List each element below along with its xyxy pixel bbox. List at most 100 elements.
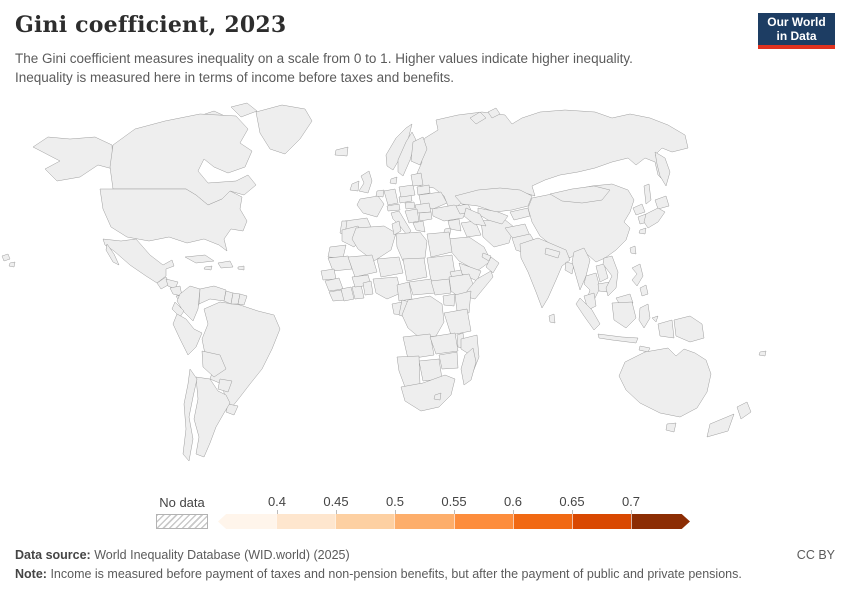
region-senegal[interactable] — [320, 268, 337, 281]
region-south-africa[interactable] — [400, 374, 456, 412]
region-indonesia[interactable] — [575, 297, 601, 331]
region-taiwan[interactable] — [629, 245, 637, 255]
region-papua-new-guinea[interactable] — [673, 315, 705, 343]
region-japan[interactable] — [638, 227, 647, 235]
region-belarus[interactable] — [416, 184, 431, 196]
region-benelux[interactable] — [375, 189, 385, 198]
region-indonesia[interactable] — [597, 333, 639, 344]
region-new-zealand[interactable] — [706, 413, 735, 438]
region-uganda[interactable] — [442, 293, 456, 307]
region-hawaii[interactable] — [8, 261, 16, 268]
region-france[interactable] — [356, 195, 385, 218]
region-mexico[interactable] — [105, 243, 120, 266]
region-novaya-zemlya[interactable] — [487, 107, 501, 119]
region-western-sahara[interactable] — [327, 244, 347, 259]
region-mali[interactable] — [347, 254, 378, 278]
region-kyrgyz-tajik[interactable] — [509, 207, 531, 221]
region-russia[interactable] — [654, 151, 671, 187]
region-vietnam[interactable] — [602, 255, 619, 297]
region-niger[interactable] — [376, 256, 404, 278]
region-cameroon[interactable] — [396, 281, 413, 302]
region-libya[interactable] — [395, 231, 428, 262]
legend-bin-5[interactable] — [512, 514, 572, 529]
region-argentina[interactable] — [193, 376, 231, 458]
world-choropleth-map[interactable] — [0, 95, 850, 490]
region-jamaica[interactable] — [203, 265, 213, 271]
region-usa[interactable] — [99, 188, 248, 252]
region-colombia[interactable] — [176, 285, 201, 322]
region-iceland[interactable] — [334, 146, 349, 157]
region-canada-arctic[interactable] — [230, 102, 258, 118]
region-finland[interactable] — [410, 136, 428, 166]
license-link[interactable]: CC BY — [796, 548, 835, 562]
region-australia[interactable] — [665, 422, 677, 433]
region-north-korea[interactable] — [632, 203, 646, 216]
region-ivory-coast[interactable] — [340, 286, 355, 302]
region-hispaniola[interactable] — [217, 260, 234, 269]
region-zambia[interactable] — [429, 332, 459, 355]
region-algeria[interactable] — [351, 225, 397, 262]
region-germany[interactable] — [383, 188, 399, 206]
region-new-zealand[interactable] — [736, 401, 752, 420]
region-ireland[interactable] — [349, 180, 360, 192]
region-guinea[interactable] — [324, 277, 344, 292]
region-poland[interactable] — [398, 184, 416, 198]
region-philippines[interactable] — [631, 263, 644, 287]
region-balkans[interactable] — [404, 208, 420, 224]
region-indonesia[interactable] — [638, 345, 651, 353]
region-russia[interactable] — [643, 183, 652, 205]
region-tanzania[interactable] — [443, 308, 472, 336]
region-south-sudan[interactable] — [430, 278, 452, 296]
region-australia[interactable] — [618, 347, 712, 418]
region-lesotho[interactable] — [433, 392, 442, 401]
legend-bin-0[interactable] — [218, 514, 277, 529]
region-chile[interactable] — [182, 368, 198, 462]
region-turkmenistan[interactable] — [463, 207, 487, 227]
region-india[interactable] — [519, 237, 571, 309]
region-baltics[interactable] — [410, 172, 424, 187]
region-novaya-zemlya[interactable] — [469, 111, 487, 125]
region-peru[interactable] — [172, 313, 203, 356]
legend-bin-4[interactable] — [453, 514, 513, 529]
region-kazakhstan[interactable] — [454, 187, 533, 213]
region-china[interactable] — [527, 183, 635, 263]
region-myanmar[interactable] — [571, 247, 591, 291]
legend-colorbar[interactable] — [218, 514, 690, 529]
region-japan[interactable] — [643, 207, 666, 229]
legend-bin-6[interactable] — [571, 514, 631, 529]
region-hungary[interactable] — [404, 201, 416, 210]
region-paraguay[interactable] — [217, 378, 233, 393]
legend-bin-3[interactable] — [394, 514, 454, 529]
region-chad[interactable] — [402, 257, 428, 282]
region-indonesia[interactable] — [611, 301, 637, 329]
region-indonesia[interactable] — [657, 319, 675, 339]
region-angola[interactable] — [402, 333, 435, 360]
region-tunisia[interactable] — [391, 220, 402, 236]
region-philippines[interactable] — [639, 284, 649, 297]
region-togo-benin[interactable] — [362, 280, 374, 296]
region-cuba[interactable] — [184, 254, 215, 264]
region-indonesia[interactable] — [651, 315, 659, 323]
region-uk[interactable] — [358, 170, 373, 194]
region-bolivia[interactable] — [201, 350, 227, 378]
region-nigeria[interactable] — [372, 276, 402, 300]
region-mongolia[interactable] — [549, 185, 611, 204]
region-namibia[interactable] — [396, 355, 421, 388]
region-alaska[interactable] — [32, 136, 114, 182]
region-indonesia[interactable] — [638, 303, 651, 329]
region-nepal[interactable] — [544, 247, 561, 259]
region-greenland[interactable] — [255, 104, 313, 155]
region-ghana[interactable] — [351, 284, 365, 300]
region-alpine[interactable] — [386, 203, 401, 212]
region-egypt[interactable] — [426, 231, 453, 258]
region-madagascar[interactable] — [460, 347, 477, 386]
region-laos[interactable] — [595, 263, 609, 283]
region-hawaii[interactable] — [1, 253, 11, 262]
region-venezuela[interactable] — [198, 285, 227, 305]
region-french-guiana[interactable] — [237, 293, 248, 306]
region-zimbabwe[interactable] — [438, 351, 459, 370]
legend-bin-1[interactable] — [276, 514, 336, 529]
region-fiji[interactable] — [758, 350, 767, 357]
region-kenya[interactable] — [454, 290, 472, 314]
region-mexico[interactable] — [102, 238, 175, 284]
